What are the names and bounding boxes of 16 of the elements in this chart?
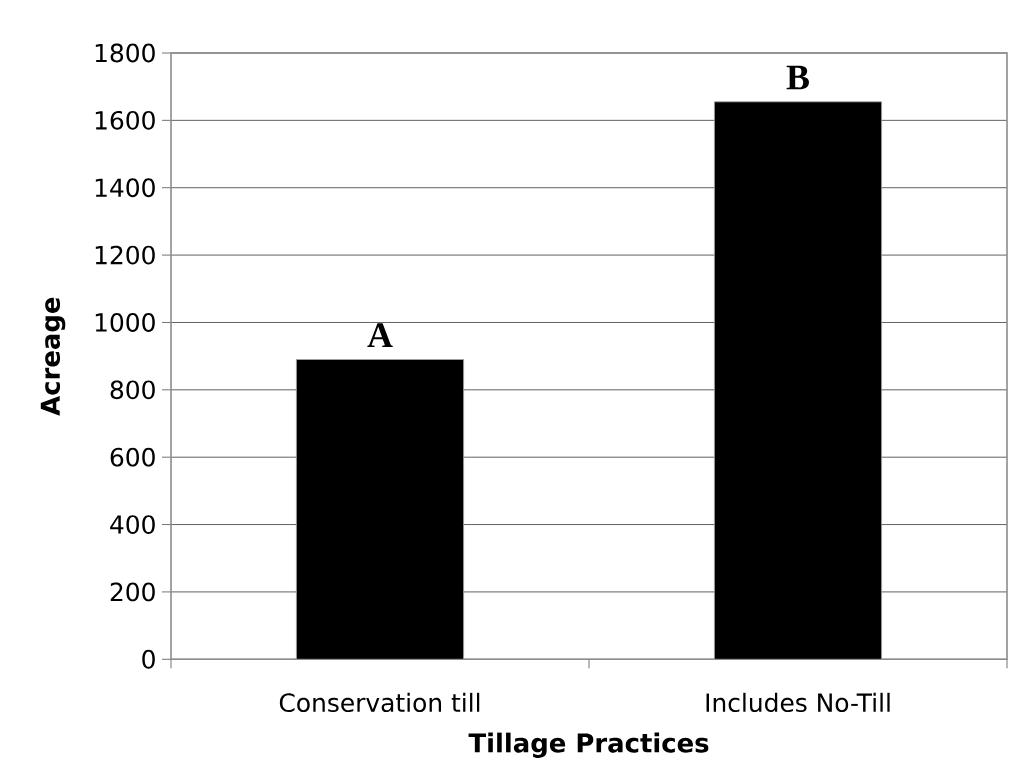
x-tick-label: Includes No-Till — [706, 692, 890, 713]
annotation: A — [367, 323, 393, 347]
annotation: B — [786, 65, 809, 90]
y-tick-label: 1200 — [95, 245, 155, 265]
y-tick-label: 400 — [110, 515, 155, 534]
y-axis-title: Acreage — [40, 297, 66, 416]
y-tick-label: 1000 — [95, 313, 155, 332]
y-tick-label: 800 — [110, 380, 155, 400]
x-tick-label: Conservation till — [279, 692, 480, 713]
y-tick-label: 600 — [110, 447, 155, 467]
x-axis-title: Tillage Practices — [468, 732, 709, 758]
y-tick-label: 1400 — [95, 178, 155, 198]
y-tick-label: 1600 — [95, 110, 155, 130]
y-tick-label: 200 — [110, 582, 155, 602]
y-tick-label: 0 — [142, 649, 155, 669]
y-tick-label: 1800 — [95, 43, 155, 63]
